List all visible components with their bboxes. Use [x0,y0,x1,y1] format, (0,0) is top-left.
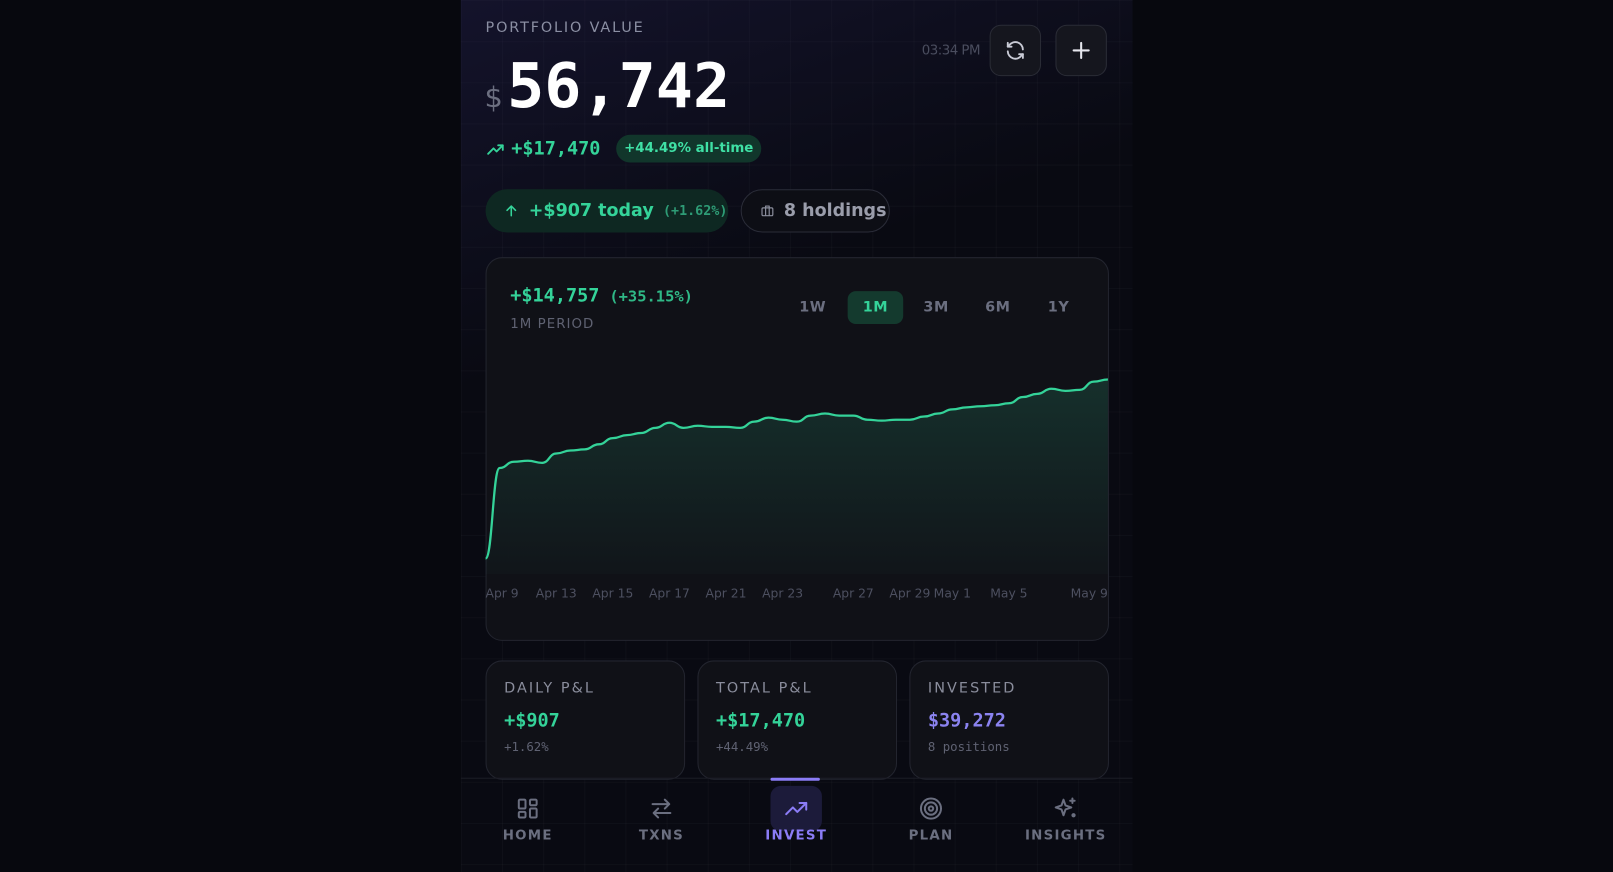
nav-icon [517,798,538,819]
nav-item[interactable]: HOME [471,784,584,872]
x-tick-label: Apr 13 [536,587,577,601]
all-time-pct: +44.49% all-time [616,134,762,163]
nav-icon [1054,797,1076,818]
timestamp: 03:34 PM [921,43,981,59]
today-pct: (+1.62%) [662,203,728,219]
holdings-pill[interactable]: 8 holdings [740,189,890,233]
today-pill: +$907 today (+1.62%) [485,189,729,233]
nav-item[interactable]: INVEST [740,777,853,872]
trend-icon [487,144,504,155]
period-change: +$14,757 [510,284,600,307]
area-fill [485,379,1108,575]
nav-icon-box [502,786,553,831]
stat-label: TOTAL P&L [715,679,813,697]
nav-label: HOME [502,828,553,844]
nav-icon [651,798,672,819]
stat-label: INVESTED [927,679,1017,697]
x-tick-label: Apr 15 [592,587,633,601]
x-tick-label: Apr 23 [762,587,803,601]
range-button[interactable]: 1Y [1047,299,1070,316]
today-change: +$907 today [528,200,654,222]
nav-icon-box [636,786,687,831]
nav-icon-box [770,785,822,832]
x-tick-label: Apr 21 [706,587,747,601]
stat-value: $39,272 [927,709,1006,732]
active-indicator [770,777,820,781]
range-button[interactable]: 1W [799,299,827,316]
range-button[interactable]: 3M [923,299,949,316]
nav-icon-box [905,786,956,831]
nav-icon [919,797,943,820]
stat-sub: +1.62% [504,739,549,755]
all-time-change: +$17,470 [511,137,601,160]
nav-label: TXNS [638,828,685,844]
x-tick-label: Apr 29 [889,587,930,601]
stat-sub: +44.49% [715,739,769,755]
stat-label: DAILY P&L [504,679,595,697]
range-button[interactable]: 1M [847,291,904,325]
portfolio-value: 56,742 [507,50,731,123]
currency-symbol: $ [484,80,503,115]
nav-label: INSIGHTS [1024,828,1107,844]
stat-card [909,660,1109,780]
nav-item[interactable]: PLAN [874,784,987,872]
x-tick-label: May 9 [1071,587,1108,601]
nav-label: PLAN [908,828,954,844]
nav-icon-box [1040,786,1091,831]
nav-item[interactable]: TXNS [605,784,718,872]
period-change-row: +$14,757 (+35.15%) [510,285,693,307]
nav-label: INVEST [765,828,828,844]
price-line [485,378,1108,560]
nav-icon [785,801,808,816]
x-tick-label: May 5 [990,587,1027,601]
range-button[interactable]: 6M [985,299,1011,316]
refresh-icon [1006,41,1024,60]
nav-item[interactable]: INSIGHTS [1009,784,1122,872]
refresh-button[interactable] [989,24,1042,77]
chart: Apr 9 Apr 13 Apr 15 Apr 17 Apr 21 Apr 23 Apr 2… [485,378,1108,601]
add-button[interactable] [1055,24,1107,77]
portfolio-label: PORTFOLIO VALUE [485,19,645,37]
plus-icon [1072,41,1090,59]
stat-value: +$17,470 [715,709,806,732]
briefcase-icon [761,205,774,217]
period-change-pct: (+35.15%) [609,287,693,306]
up-arrow-icon [506,205,517,217]
stat-sub: 8 positions [927,739,1010,755]
x-tick-label: Apr 27 [833,587,874,601]
stat-value: +$907 [504,709,560,732]
stat-card [485,660,686,780]
x-tick-label: May 1 [934,587,971,601]
x-tick-label: Apr 17 [649,587,690,601]
holdings-count: 8 holdings [783,200,887,222]
x-tick-label: Apr 9 [486,587,519,601]
period-label: 1M PERIOD [510,316,595,333]
